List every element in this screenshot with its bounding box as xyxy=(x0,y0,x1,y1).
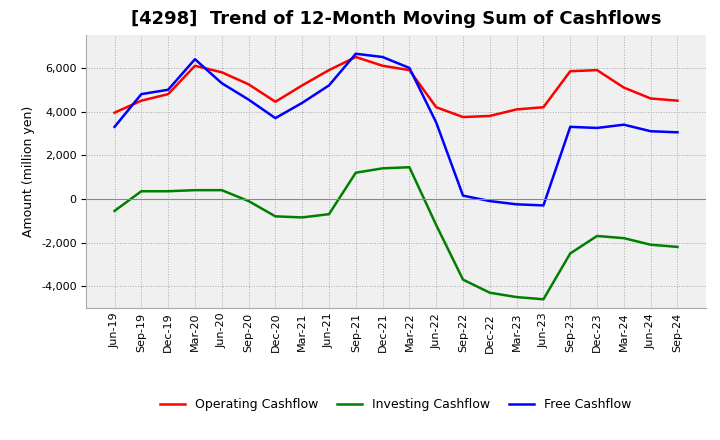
Free Cashflow xyxy=(459,193,467,198)
Investing Cashflow xyxy=(673,244,682,249)
Operating Cashflow xyxy=(351,55,360,60)
Investing Cashflow xyxy=(593,233,601,238)
Investing Cashflow xyxy=(432,223,441,228)
Free Cashflow xyxy=(164,87,173,92)
Investing Cashflow xyxy=(164,189,173,194)
Operating Cashflow xyxy=(271,99,279,104)
Operating Cashflow xyxy=(566,69,575,74)
Free Cashflow xyxy=(405,65,414,70)
Investing Cashflow xyxy=(619,235,628,241)
Title: [4298]  Trend of 12-Month Moving Sum of Cashflows: [4298] Trend of 12-Month Moving Sum of C… xyxy=(131,10,661,28)
Operating Cashflow xyxy=(539,105,548,110)
Operating Cashflow xyxy=(137,98,145,103)
Free Cashflow xyxy=(351,51,360,56)
Free Cashflow xyxy=(137,92,145,97)
Operating Cashflow xyxy=(378,63,387,68)
Free Cashflow xyxy=(217,81,226,86)
Free Cashflow xyxy=(566,124,575,129)
Operating Cashflow xyxy=(298,83,307,88)
Operating Cashflow xyxy=(619,85,628,90)
Free Cashflow xyxy=(432,120,441,125)
Operating Cashflow xyxy=(110,110,119,115)
Investing Cashflow xyxy=(485,290,494,295)
Investing Cashflow xyxy=(271,214,279,219)
Operating Cashflow xyxy=(513,107,521,112)
Investing Cashflow xyxy=(244,198,253,204)
Investing Cashflow xyxy=(459,277,467,282)
Operating Cashflow xyxy=(325,67,333,73)
Investing Cashflow xyxy=(110,208,119,213)
Investing Cashflow xyxy=(298,215,307,220)
Operating Cashflow xyxy=(191,63,199,68)
Operating Cashflow xyxy=(673,98,682,103)
Line: Free Cashflow: Free Cashflow xyxy=(114,54,678,205)
Investing Cashflow xyxy=(217,187,226,193)
Investing Cashflow xyxy=(378,166,387,171)
Operating Cashflow xyxy=(647,96,655,101)
Operating Cashflow xyxy=(164,92,173,97)
Free Cashflow xyxy=(513,202,521,207)
Investing Cashflow xyxy=(405,165,414,170)
Investing Cashflow xyxy=(351,170,360,175)
Investing Cashflow xyxy=(513,294,521,300)
Line: Operating Cashflow: Operating Cashflow xyxy=(114,57,678,117)
Free Cashflow xyxy=(378,55,387,60)
Operating Cashflow xyxy=(244,82,253,87)
Free Cashflow xyxy=(485,198,494,204)
Investing Cashflow xyxy=(647,242,655,247)
Operating Cashflow xyxy=(459,114,467,120)
Free Cashflow xyxy=(673,130,682,135)
Investing Cashflow xyxy=(137,189,145,194)
Free Cashflow xyxy=(593,125,601,131)
Free Cashflow xyxy=(647,128,655,134)
Investing Cashflow xyxy=(539,297,548,302)
Line: Investing Cashflow: Investing Cashflow xyxy=(114,167,678,299)
Operating Cashflow xyxy=(432,105,441,110)
Investing Cashflow xyxy=(566,251,575,256)
Operating Cashflow xyxy=(217,70,226,75)
Free Cashflow xyxy=(539,203,548,208)
Operating Cashflow xyxy=(405,67,414,73)
Free Cashflow xyxy=(298,100,307,106)
Free Cashflow xyxy=(271,115,279,121)
Free Cashflow xyxy=(110,124,119,129)
Free Cashflow xyxy=(244,97,253,102)
Investing Cashflow xyxy=(325,212,333,217)
Y-axis label: Amount (million yen): Amount (million yen) xyxy=(22,106,35,237)
Free Cashflow xyxy=(619,122,628,127)
Investing Cashflow xyxy=(191,187,199,193)
Free Cashflow xyxy=(325,83,333,88)
Free Cashflow xyxy=(191,57,199,62)
Operating Cashflow xyxy=(593,67,601,73)
Legend: Operating Cashflow, Investing Cashflow, Free Cashflow: Operating Cashflow, Investing Cashflow, … xyxy=(156,393,636,416)
Operating Cashflow xyxy=(485,114,494,119)
